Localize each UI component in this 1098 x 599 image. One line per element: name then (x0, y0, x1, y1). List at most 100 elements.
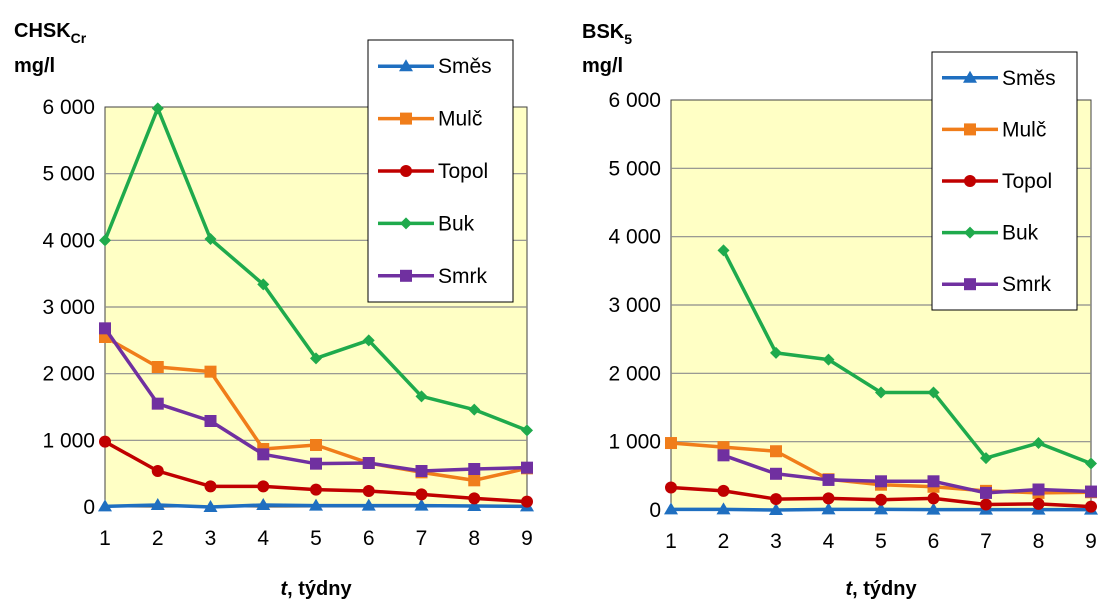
data-point (151, 465, 164, 477)
y-tick-label: 2 000 (608, 362, 661, 385)
legend: Směs Mulč Topol Buk Smrk (367, 39, 514, 303)
legend-marker (964, 123, 976, 136)
data-point (468, 492, 481, 505)
data-point (980, 498, 992, 511)
data-point (980, 486, 992, 499)
x-tick-label: 7 (416, 527, 428, 550)
x-tick-label: 6 (363, 527, 375, 550)
chart-1: 0 1 000 2 000 3 000 4 000 5 000 6 000 1 2 3 4 5 6 7 8 9… (14, 20, 534, 599)
data-point (309, 498, 323, 511)
data-point (362, 457, 375, 469)
data-point (822, 353, 835, 366)
y-tick-label: 5 000 (42, 163, 95, 186)
data-point (770, 445, 782, 458)
x-axis-label: t, týdny (845, 578, 917, 599)
data-point (875, 386, 887, 399)
data-point (1085, 485, 1097, 498)
data-point (415, 465, 428, 477)
series-Smrk (99, 322, 533, 477)
series-Směs (98, 498, 534, 512)
data-point (310, 457, 322, 470)
y-axis-unit: mg/l (14, 55, 55, 77)
legend-entry: Směs (942, 67, 1056, 90)
data-point (521, 495, 533, 508)
x-tick-label: 4 (257, 527, 269, 550)
data-point (256, 498, 271, 510)
chart-2: 0 1 000 2 000 3 000 4 000 5 000 6 000 1 2 3 4 5 6 7 8 9… (582, 21, 1098, 599)
y-tick-label: 5 000 (608, 157, 661, 180)
data-point (98, 499, 112, 512)
data-point (204, 365, 217, 378)
x-tick-label: 3 (205, 527, 217, 550)
x-tick-label: 1 (665, 530, 677, 553)
x-tick-label: 9 (521, 527, 533, 550)
y-tick-label: 3 000 (608, 294, 661, 317)
data-point (310, 352, 322, 365)
data-point (362, 485, 375, 497)
data-point (770, 467, 782, 480)
data-point (310, 483, 322, 496)
data-point (770, 346, 782, 359)
data-point (468, 474, 481, 487)
series-line (721, 249, 1092, 466)
data-point (927, 492, 940, 505)
x-tick-label: 7 (980, 530, 992, 553)
x-tick-label: 8 (1033, 530, 1045, 553)
data-point (980, 452, 992, 465)
data-point (151, 397, 164, 410)
data-point (415, 390, 428, 403)
data-point (664, 502, 678, 515)
y-axis-label: BSK5 (582, 21, 632, 47)
data-point (362, 334, 375, 347)
data-point (1085, 500, 1097, 513)
x-tick-label: 2 (152, 527, 164, 550)
data-point (468, 403, 481, 416)
series-Směs (664, 502, 1098, 515)
x-tick-label: 2 (718, 530, 730, 553)
legend-entry: Topol (378, 160, 488, 183)
legend-marker (964, 278, 976, 291)
legend-entry: Buk (378, 212, 475, 235)
data-point (1032, 437, 1045, 450)
y-tick-label: 6 000 (42, 96, 95, 119)
data-point (875, 475, 887, 488)
series-line (722, 453, 1092, 495)
legend-label: Směs (1002, 67, 1056, 90)
series-Buk (717, 244, 1097, 470)
data-point (99, 322, 111, 335)
data-point (1032, 497, 1045, 510)
data-point (204, 233, 217, 245)
data-point (716, 502, 731, 515)
data-point (151, 361, 164, 373)
x-tick-label: 8 (468, 527, 480, 550)
y-axis-label: CHSKCr (14, 20, 87, 46)
legend-label: Buk (438, 212, 475, 235)
legend-label: Mulč (438, 108, 482, 131)
data-point (665, 437, 677, 450)
data-point (151, 102, 164, 115)
data-point (467, 499, 482, 511)
legend-label: Smrk (1002, 273, 1051, 296)
series-Buk (99, 102, 533, 437)
legend-entry: Mulč (942, 118, 1046, 141)
legend-label: Topol (1002, 170, 1052, 193)
data-point (927, 475, 940, 488)
x-tick-label: 4 (823, 530, 835, 553)
x-tick-label: 9 (1085, 530, 1097, 553)
legend-label: Buk (1002, 222, 1039, 245)
data-point (1085, 457, 1097, 470)
data-point (468, 463, 481, 475)
data-point (1032, 483, 1045, 496)
legend-marker (400, 269, 412, 282)
data-point (665, 481, 677, 494)
data-point (99, 435, 111, 448)
legend-entry: Smrk (942, 273, 1051, 296)
data-point (717, 449, 730, 462)
data-point (822, 473, 835, 486)
data-point (821, 502, 836, 515)
y-tick-label: 0 (649, 499, 661, 522)
data-point (257, 448, 270, 461)
y-tick-label: 1 000 (42, 429, 95, 452)
data-point (769, 503, 783, 515)
